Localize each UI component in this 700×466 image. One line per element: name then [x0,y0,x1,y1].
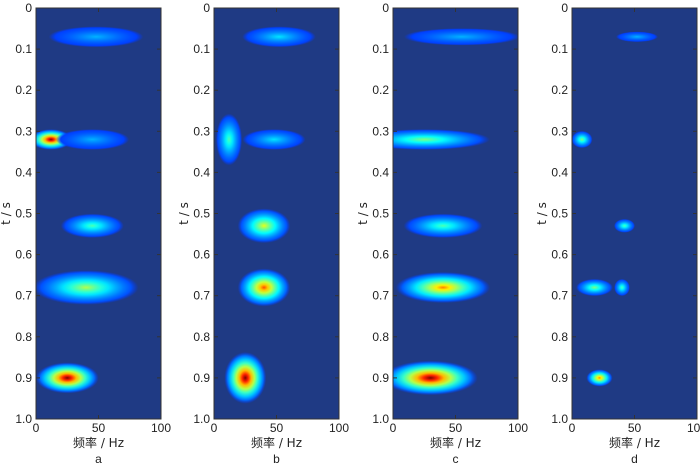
energy-blob [60,213,124,238]
y-tick-label: 0.5 [193,207,210,221]
energy-blob [393,129,490,150]
panel-letter: a [95,452,102,466]
y-tick-label: 0.7 [551,289,568,303]
x-tick-label: 100 [687,421,700,435]
y-tick-label: 0.7 [15,289,32,303]
energy-blob [36,270,139,305]
y-tick-label: 1.0 [372,412,389,426]
y-tick-label: 0.6 [551,248,568,262]
y-tick-label: 0.1 [15,42,32,56]
panel-letter: b [273,452,280,466]
x-tick-label: 0 [390,421,397,435]
energy-blob [614,278,630,297]
x-tick-label: 0 [33,421,40,435]
x-tick-label: 0 [569,421,576,435]
panel-c-background [393,8,518,419]
panel-a-background [36,8,161,419]
y-tick-label: 1.0 [15,412,32,426]
y-tick-label: 0.2 [372,83,389,97]
x-tick-label: 100 [329,421,349,435]
y-tick-label: 1.0 [193,412,210,426]
y-tick-label: 0.6 [372,248,389,262]
energy-blob [36,362,99,394]
y-tick-label: 0 [25,1,32,15]
x-tick-label: 50 [628,421,642,435]
y-tick-label: 0.4 [372,165,389,179]
y-axis-label: t / s [177,202,191,225]
y-tick-label: 1.0 [551,412,568,426]
y-tick-label: 0.8 [551,330,568,344]
y-tick-label: 0.3 [193,124,210,138]
energy-blob [404,28,518,46]
y-axis-label: t / s [0,202,13,225]
x-tick-label: 50 [449,421,463,435]
y-axis-label: t / s [356,202,370,225]
y-axis-label: t / s [535,202,549,225]
energy-blob [586,369,613,387]
energy-blob [48,26,144,48]
y-tick-label: 0 [203,1,210,15]
x-tick-label: 0 [211,421,218,435]
y-tick-label: 0 [382,1,389,15]
y-tick-label: 0.8 [372,330,389,344]
y-tick-label: 0.2 [551,83,568,97]
energy-blob [215,113,243,166]
y-tick-label: 0.9 [15,371,32,385]
y-tick-label: 0.3 [372,124,389,138]
y-tick-label: 0.5 [15,207,32,221]
y-tick-label: 0.9 [193,371,210,385]
y-tick-label: 0.2 [193,83,210,97]
energy-blob [242,129,306,150]
y-tick-label: 0.4 [193,165,210,179]
energy-blob [403,213,483,238]
energy-blob [616,31,658,42]
y-tick-label: 0.4 [551,165,568,179]
y-tick-label: 0.1 [193,42,210,56]
y-tick-label: 0.1 [551,42,568,56]
y-tick-label: 0.7 [372,289,389,303]
y-tick-label: 0.5 [372,207,389,221]
y-tick-label: 0.8 [15,330,32,344]
y-tick-label: 0.5 [551,207,568,221]
energy-blob [242,26,316,48]
x-tick-label: 100 [151,421,171,435]
x-tick-label: 50 [270,421,284,435]
y-tick-label: 0.9 [551,371,568,385]
x-axis-label: 频率 / Hz [73,435,124,450]
y-tick-label: 0.3 [15,124,32,138]
panel-letter: d [631,452,638,466]
panel-d-background [572,8,697,419]
energy-blob [237,268,291,307]
y-tick-label: 0.6 [15,248,32,262]
energy-blob [576,278,613,297]
y-tick-label: 0 [561,1,568,15]
energy-blob [572,130,593,149]
x-tick-label: 100 [508,421,528,435]
y-tick-label: 0.7 [193,289,210,303]
y-tick-label: 0.4 [15,165,32,179]
y-tick-label: 0.1 [372,42,389,56]
x-axis-label: 频率 / Hz [430,435,481,450]
energy-blob [393,360,478,396]
energy-blob [224,352,267,404]
energy-blob [614,218,635,233]
y-tick-label: 0.8 [193,330,210,344]
energy-blob [237,208,291,244]
panel-letter: c [453,452,459,466]
y-tick-label: 0.6 [193,248,210,262]
energy-blob [55,129,130,150]
x-axis-label: 频率 / Hz [609,435,660,450]
x-axis-label: 频率 / Hz [251,435,302,450]
x-tick-label: 50 [92,421,106,435]
y-tick-label: 0.3 [551,124,568,138]
energy-blob [395,272,491,303]
y-tick-label: 0.9 [372,371,389,385]
y-tick-label: 0.2 [15,83,32,97]
